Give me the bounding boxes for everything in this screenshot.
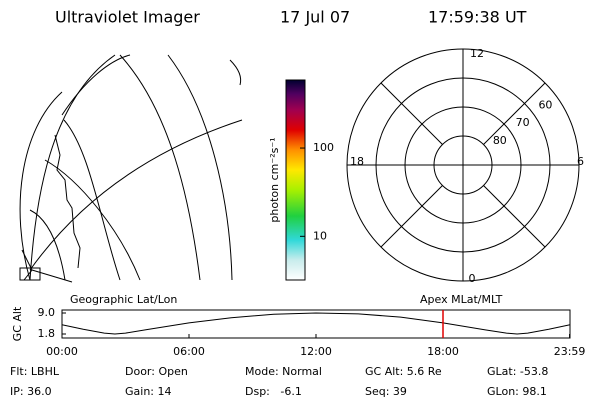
y-tick-label: 1.8 xyxy=(38,327,56,340)
x-tick-label: 18:00 xyxy=(427,345,459,358)
info-field: GLat: -53.8 xyxy=(487,365,548,378)
info-field: Mode: Normal xyxy=(245,365,322,378)
ring-label: 60 xyxy=(538,98,552,111)
plot-title: Geographic Lat/Lon xyxy=(70,293,177,306)
info-field: GLon: 98.1 xyxy=(487,385,547,398)
colorbar-tick-label: 100 xyxy=(313,141,334,154)
clock-label: 18 xyxy=(350,155,364,168)
x-tick-label: 00:00 xyxy=(46,345,78,358)
info-panel: Flt: LBHL Door: Open Mode: Normal GC Alt: 5… xyxy=(10,365,548,398)
clock-label: 6 xyxy=(577,155,584,168)
altitude-plot: Geographic Lat/Lon Apex MLat/MLT GC Alt 9.0… xyxy=(11,293,585,358)
x-tick-label: 12:00 xyxy=(300,345,332,358)
colorbar xyxy=(285,79,306,281)
plot-frame xyxy=(61,309,571,339)
info-field: Gain: 14 xyxy=(125,385,172,398)
x-tick-label: 23:59 xyxy=(554,345,586,358)
geographic-map xyxy=(19,54,243,283)
ring-label: 70 xyxy=(516,116,530,129)
title: Ultraviolet Imager xyxy=(55,8,200,27)
colorbar-tick-label: 10 xyxy=(313,229,327,242)
clock-label: 0 xyxy=(469,272,476,285)
info-field: IP: 36.0 xyxy=(10,385,52,398)
colorbar-label: photon cm⁻²s⁻¹ xyxy=(268,137,281,222)
plot-title: Apex MLat/MLT xyxy=(420,293,503,306)
x-tick-label: 06:00 xyxy=(173,345,205,358)
info-field: Seq: 39 xyxy=(365,385,407,398)
info-field: Flt: LBHL xyxy=(10,365,60,378)
diagonal-line xyxy=(380,185,443,248)
ring-label: 80 xyxy=(493,134,507,147)
info-field: Door: Open xyxy=(125,365,188,378)
y-axis-label: GC Alt xyxy=(11,306,24,341)
diagonal-line xyxy=(380,82,443,145)
y-tick-label: 9.0 xyxy=(38,306,56,319)
date: 17 Jul 07 xyxy=(280,8,350,27)
diagonal-line xyxy=(483,185,546,248)
info-field: Dsp: -6.1 xyxy=(245,385,302,398)
clock-label: 12 xyxy=(470,47,484,60)
info-field: GC Alt: 5.6 Re xyxy=(365,365,442,378)
diagonal-line xyxy=(483,82,546,145)
time: 17:59:38 UT xyxy=(428,8,527,27)
altitude-curve xyxy=(61,312,571,335)
polar-plot: 60 70 80 12 6 18 0 xyxy=(346,47,584,285)
